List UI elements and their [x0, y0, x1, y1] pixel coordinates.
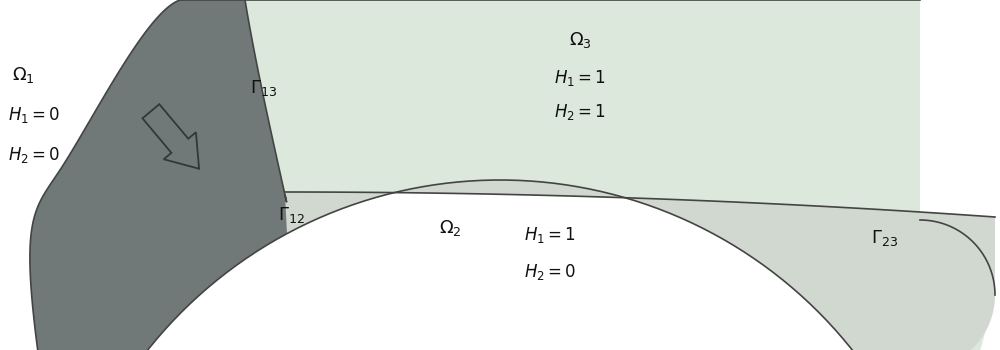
- Polygon shape: [64, 180, 995, 350]
- Text: $H_2 = 0$: $H_2 = 0$: [524, 262, 576, 282]
- Text: $H_2 = 1$: $H_2 = 1$: [554, 102, 606, 122]
- Text: $\Gamma_{12}$: $\Gamma_{12}$: [278, 205, 305, 225]
- Text: $H_1 = 1$: $H_1 = 1$: [554, 68, 606, 88]
- Text: $\Gamma_{23}$: $\Gamma_{23}$: [871, 228, 899, 248]
- Text: $H_1 = 1$: $H_1 = 1$: [524, 225, 576, 245]
- Text: $\Omega_1$: $\Omega_1$: [12, 65, 35, 85]
- Polygon shape: [30, 0, 287, 350]
- Text: $H_2 = 0$: $H_2 = 0$: [8, 145, 60, 165]
- Text: $\Omega_3$: $\Omega_3$: [569, 30, 591, 50]
- Polygon shape: [30, 0, 995, 350]
- Text: $H_1 = 0$: $H_1 = 0$: [8, 105, 60, 125]
- Text: $\Omega_2$: $\Omega_2$: [439, 218, 461, 238]
- Text: $\Gamma_{13}$: $\Gamma_{13}$: [250, 78, 277, 98]
